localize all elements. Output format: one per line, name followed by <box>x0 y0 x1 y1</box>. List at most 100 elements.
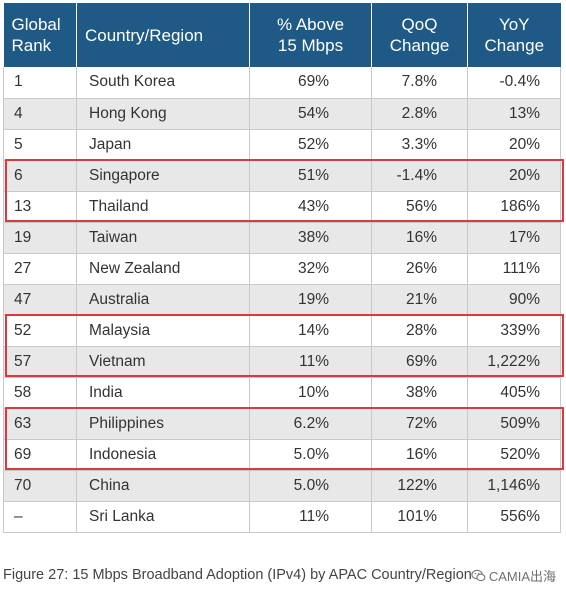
rank-cell: 27 <box>3 253 77 285</box>
table-row: 4 Hong Kong 54% 2.8% 13% <box>3 98 561 130</box>
yoy-change-cell: 186% <box>467 191 561 223</box>
header-global-rank-line1: Global <box>11 15 61 34</box>
qoq-change-cell: 16% <box>371 222 468 254</box>
rank-cell: 70 <box>3 470 77 502</box>
qoq-change-cell: 72% <box>371 408 468 440</box>
pct-above-15mbps-cell: 5.0% <box>249 439 372 471</box>
header-pct-line1: % Above <box>276 15 345 34</box>
country-cell: South Korea <box>76 67 250 99</box>
header-qoq-line1: QoQ <box>401 15 438 34</box>
table-row: 1 South Korea 69% 7.8% -0.4% <box>3 67 561 99</box>
rank-cell: 5 <box>3 129 77 161</box>
header-qoq-change: QoQ Change <box>371 3 468 67</box>
yoy-change-cell: 20% <box>467 129 561 161</box>
header-global-rank: Global Rank <box>3 3 77 67</box>
yoy-change-cell: 339% <box>467 315 561 347</box>
pct-above-15mbps-cell: 6.2% <box>249 408 372 440</box>
qoq-change-cell: 28% <box>371 315 468 347</box>
pct-above-15mbps-cell: 10% <box>249 377 372 409</box>
pct-above-15mbps-cell: 19% <box>249 284 372 316</box>
rank-cell: 57 <box>3 346 77 378</box>
rank-cell: 52 <box>3 315 77 347</box>
qoq-change-cell: 38% <box>371 377 468 409</box>
country-cell: New Zealand <box>76 253 250 285</box>
header-yoy-change: YoY Change <box>467 3 561 67</box>
rank-cell: 4 <box>3 98 77 130</box>
qoq-change-cell: 16% <box>371 439 468 471</box>
rank-cell: 6 <box>3 160 77 192</box>
header-yoy-line1: YoY <box>498 15 530 34</box>
yoy-change-cell: 111% <box>467 253 561 285</box>
yoy-change-cell: 556% <box>467 501 561 533</box>
qoq-change-cell: 2.8% <box>371 98 468 130</box>
country-cell: China <box>76 470 250 502</box>
pct-above-15mbps-cell: 38% <box>249 222 372 254</box>
yoy-change-cell: 405% <box>467 377 561 409</box>
qoq-change-cell: 21% <box>371 284 468 316</box>
header-yoy-line2: Change <box>484 36 545 55</box>
table-row: – Sri Lanka 11% 101% 556% <box>3 501 561 533</box>
rank-cell: 69 <box>3 439 77 471</box>
rank-cell: 13 <box>3 191 77 223</box>
table-row: 27 New Zealand 32% 26% 111% <box>3 253 561 285</box>
country-cell: Indonesia <box>76 439 250 471</box>
broadband-table-container: Global Rank Country/Region % Above 15 Mb… <box>3 3 561 533</box>
pct-above-15mbps-cell: 11% <box>249 346 372 378</box>
watermark: CAMIA出海 <box>471 566 556 585</box>
table-row: 47 Australia 19% 21% 90% <box>3 284 561 316</box>
qoq-change-cell: -1.4% <box>371 160 468 192</box>
country-cell: India <box>76 377 250 409</box>
qoq-change-cell: 26% <box>371 253 468 285</box>
rank-cell: 19 <box>3 222 77 254</box>
broadband-adoption-table: Global Rank Country/Region % Above 15 Mb… <box>3 3 561 533</box>
country-cell: Taiwan <box>76 222 250 254</box>
pct-above-15mbps-cell: 11% <box>249 501 372 533</box>
country-cell: Japan <box>76 129 250 161</box>
rank-cell: – <box>3 501 77 533</box>
country-cell: Malaysia <box>76 315 250 347</box>
yoy-change-cell: 13% <box>467 98 561 130</box>
table-row: 69 Indonesia 5.0% 16% 520% <box>3 439 561 471</box>
qoq-change-cell: 56% <box>371 191 468 223</box>
qoq-change-cell: 69% <box>371 346 468 378</box>
qoq-change-cell: 3.3% <box>371 129 468 161</box>
table-row: 19 Taiwan 38% 16% 17% <box>3 222 561 254</box>
table-row: 58 India 10% 38% 405% <box>3 377 561 409</box>
figure-caption: Figure 27: 15 Mbps Broadband Adoption (I… <box>3 567 472 583</box>
qoq-change-cell: 7.8% <box>371 67 468 99</box>
yoy-change-cell: 20% <box>467 160 561 192</box>
header-global-rank-line2: Rank <box>11 36 52 55</box>
country-cell: Thailand <box>76 191 250 223</box>
country-cell: Philippines <box>76 408 250 440</box>
header-qoq-line2: Change <box>389 36 450 55</box>
yoy-change-cell: 1,146% <box>467 470 561 502</box>
table-row: 63 Philippines 6.2% 72% 509% <box>3 408 561 440</box>
table-row: 13 Thailand 43% 56% 186% <box>3 191 561 223</box>
yoy-change-cell: 1,222% <box>467 346 561 378</box>
pct-above-15mbps-cell: 51% <box>249 160 372 192</box>
table-row: 52 Malaysia 14% 28% 339% <box>3 315 561 347</box>
yoy-change-cell: 509% <box>467 408 561 440</box>
pct-above-15mbps-cell: 69% <box>249 67 372 99</box>
rank-cell: 1 <box>3 67 77 99</box>
yoy-change-cell: 17% <box>467 222 561 254</box>
header-row: Global Rank Country/Region % Above 15 Mb… <box>3 3 561 67</box>
table-row: 57 Vietnam 11% 69% 1,222% <box>3 346 561 378</box>
country-cell: Singapore <box>76 160 250 192</box>
header-pct-above-15mbps: % Above 15 Mbps <box>249 3 372 67</box>
yoy-change-cell: 90% <box>467 284 561 316</box>
header-pct-line2: 15 Mbps <box>277 36 344 55</box>
qoq-change-cell: 101% <box>371 501 468 533</box>
pct-above-15mbps-cell: 14% <box>249 315 372 347</box>
table-row: 5 Japan 52% 3.3% 20% <box>3 129 561 161</box>
pct-above-15mbps-cell: 52% <box>249 129 372 161</box>
country-cell: Hong Kong <box>76 98 250 130</box>
country-cell: Australia <box>76 284 250 316</box>
qoq-change-cell: 122% <box>371 470 468 502</box>
country-cell: Vietnam <box>76 346 250 378</box>
rank-cell: 58 <box>3 377 77 409</box>
watermark-text: CAMIA出海 <box>488 569 556 584</box>
pct-above-15mbps-cell: 32% <box>249 253 372 285</box>
pct-above-15mbps-cell: 43% <box>249 191 372 223</box>
rank-cell: 47 <box>3 284 77 316</box>
